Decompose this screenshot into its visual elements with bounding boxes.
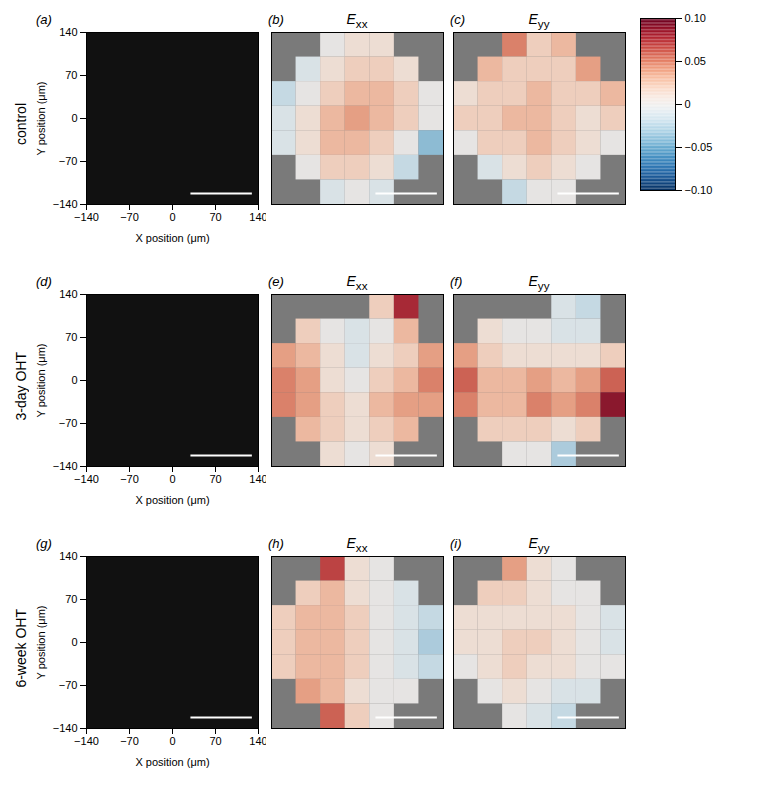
html-text:(d): (d)	[36, 274, 52, 289]
html-text:(a): (a)	[36, 12, 52, 27]
svg-text:0: 0	[71, 374, 77, 386]
svg-text:0: 0	[685, 98, 691, 110]
svg-text:70: 70	[65, 593, 77, 605]
svg-text:−0.10: −0.10	[685, 184, 713, 196]
html-text:control: control	[13, 103, 29, 145]
svg-text:140: 140	[249, 211, 266, 223]
svg-text:X position (μm): X position (μm)	[135, 494, 209, 506]
html-text:(i): (i)	[450, 536, 462, 551]
svg-text:Y position (μm): Y position (μm)	[35, 606, 47, 680]
svg-text:−70: −70	[120, 473, 139, 485]
svg-text:0: 0	[169, 473, 175, 485]
svg-text:70: 70	[65, 331, 77, 343]
html-text:(c): (c)	[450, 12, 466, 27]
svg-text:0.10: 0.10	[685, 12, 706, 24]
svg-text:−70: −70	[59, 417, 78, 429]
html-text:Eyy: Eyy	[528, 11, 550, 30]
svg-text:Y position (μm): Y position (μm)	[35, 82, 47, 156]
html-text:Eyy: Eyy	[528, 535, 550, 554]
svg-text:−140: −140	[74, 473, 99, 485]
svg-text:140: 140	[59, 288, 77, 300]
html-text:(e): (e)	[268, 274, 284, 289]
html-text:3-day OHT: 3-day OHT	[13, 351, 29, 421]
html-text:(b): (b)	[268, 12, 284, 27]
html-text:Exx: Exx	[346, 535, 368, 554]
svg-text:−140: −140	[53, 460, 78, 472]
svg-text:0: 0	[169, 735, 175, 747]
html-text:(f): (f)	[450, 274, 463, 289]
svg-text:140: 140	[249, 735, 266, 747]
html-text:(g): (g)	[36, 536, 52, 551]
svg-text:−70: −70	[59, 155, 78, 167]
svg-text:X position (μm): X position (μm)	[135, 232, 209, 244]
svg-text:140: 140	[59, 26, 77, 38]
svg-text:140: 140	[59, 550, 77, 562]
svg-text:140: 140	[249, 473, 266, 485]
svg-text:−140: −140	[74, 211, 99, 223]
html-text:Exx: Exx	[346, 273, 368, 292]
html-text:Eyy: Eyy	[528, 273, 550, 292]
svg-text:0: 0	[71, 112, 77, 124]
svg-text:−70: −70	[120, 735, 139, 747]
html-text:6-week OHT: 6-week OHT	[13, 608, 29, 688]
svg-text:70: 70	[209, 735, 221, 747]
html-text:(h): (h)	[268, 536, 284, 551]
svg-text:−70: −70	[120, 211, 139, 223]
svg-text:0: 0	[169, 211, 175, 223]
svg-text:X position (μm): X position (μm)	[135, 756, 209, 768]
svg-text:70: 70	[209, 473, 221, 485]
svg-text:70: 70	[65, 69, 77, 81]
svg-text:Y position (μm): Y position (μm)	[35, 344, 47, 418]
svg-text:70: 70	[209, 211, 221, 223]
svg-text:−140: −140	[74, 735, 99, 747]
svg-text:0.05: 0.05	[685, 55, 706, 67]
svg-text:−140: −140	[53, 198, 78, 210]
svg-text:−140: −140	[53, 722, 78, 734]
svg-text:0: 0	[71, 636, 77, 648]
svg-text:−0.05: −0.05	[685, 141, 713, 153]
html-text:Exx: Exx	[346, 11, 368, 30]
svg-text:−70: −70	[59, 679, 78, 691]
